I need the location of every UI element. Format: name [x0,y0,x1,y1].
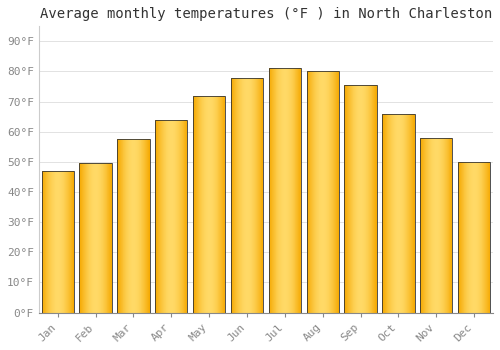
Bar [80,163,112,313]
Bar [269,69,301,313]
Bar [42,171,74,313]
Bar [420,138,452,313]
Bar [155,120,188,313]
Bar [306,71,339,313]
Bar [344,85,376,313]
Bar [118,139,150,313]
Bar [231,77,263,313]
Bar [382,114,414,313]
Bar [193,96,225,313]
Bar [458,162,490,313]
Title: Average monthly temperatures (°F ) in North Charleston: Average monthly temperatures (°F ) in No… [40,7,492,21]
